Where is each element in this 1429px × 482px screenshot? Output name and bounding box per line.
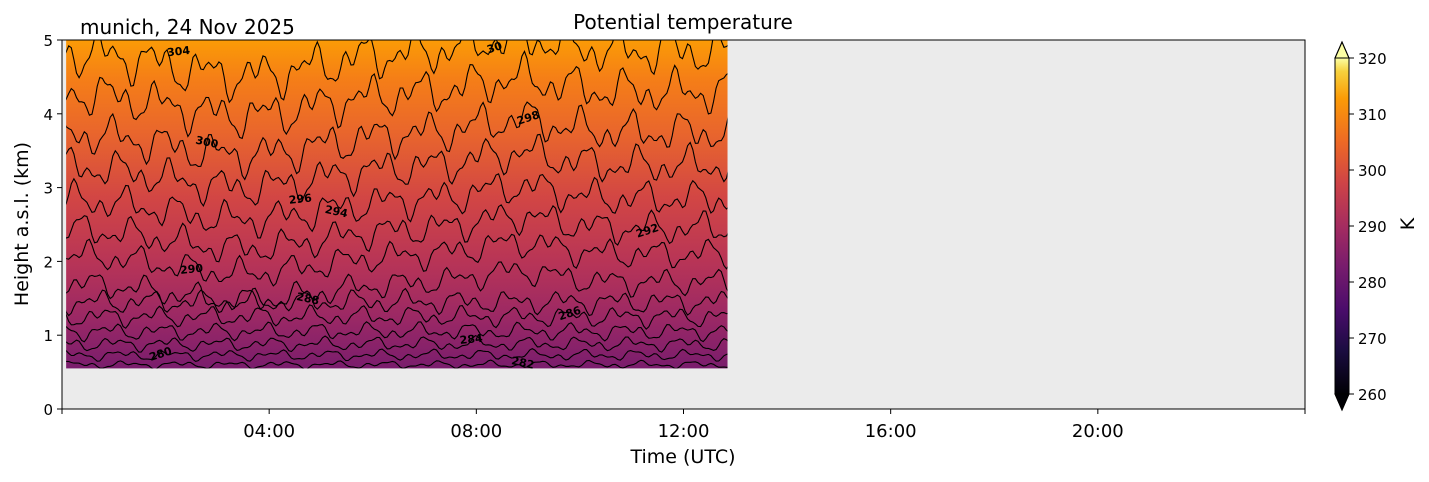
contour-278 bbox=[66, 359, 728, 369]
y-tick-label: 0 bbox=[43, 401, 53, 419]
colorbar-gradient bbox=[1335, 58, 1349, 394]
colorbar-tick-label: 320 bbox=[1358, 50, 1387, 68]
x-axis-label: Time (UTC) bbox=[629, 446, 735, 468]
colorbar-extend-max bbox=[1334, 40, 1350, 59]
colorbar-label: K bbox=[1397, 217, 1419, 230]
contour-lines bbox=[66, 40, 728, 369]
y-tick-label: 2 bbox=[43, 253, 53, 271]
contour-284 bbox=[66, 321, 728, 343]
contour-304 bbox=[66, 40, 728, 104]
contour-label: 284 bbox=[459, 332, 484, 347]
contour-298 bbox=[66, 133, 728, 208]
contour-label: 282 bbox=[510, 354, 535, 371]
contour-288 bbox=[66, 287, 728, 317]
x-axis: 04:00 08:00 12:00 16:00 20:00 bbox=[61, 409, 1306, 442]
y-tick-label: 1 bbox=[43, 327, 53, 345]
contour-294 bbox=[66, 204, 728, 263]
colorbar: 260 270 280 290 300 310 320 K bbox=[1334, 40, 1419, 412]
contour-280 bbox=[66, 347, 728, 363]
x-tick-label: 12:00 bbox=[658, 421, 710, 442]
contour-296 bbox=[66, 173, 728, 239]
colorbar-tick-label: 280 bbox=[1358, 274, 1387, 292]
colorbar-ticks: 260 270 280 290 300 310 320 bbox=[1349, 50, 1387, 404]
y-axis-label: Height a.s.l. (km) bbox=[11, 142, 33, 306]
chart-title: Potential temperature bbox=[573, 10, 793, 34]
colorbar-tick-label: 310 bbox=[1358, 106, 1387, 124]
contour-label: 30 bbox=[485, 39, 504, 56]
contour-292 bbox=[66, 233, 728, 287]
contour-label: 290 bbox=[179, 262, 204, 277]
contour-label: 300 bbox=[194, 134, 220, 152]
potential-temperature-field bbox=[66, 40, 728, 369]
contour-label: 288 bbox=[295, 290, 320, 307]
x-tick-label: 20:00 bbox=[1072, 421, 1124, 442]
colorbar-tick-label: 300 bbox=[1358, 162, 1387, 180]
x-tick-label: 16:00 bbox=[865, 421, 917, 442]
contour-label: 304 bbox=[166, 44, 191, 59]
y-tick-label: 4 bbox=[43, 106, 53, 124]
contour-290 bbox=[66, 261, 728, 311]
colorbar-extend-min bbox=[1334, 393, 1350, 412]
contour-286 bbox=[66, 304, 728, 330]
y-tick-label: 3 bbox=[43, 180, 53, 198]
contour-label: 294 bbox=[324, 203, 350, 221]
colorbar-tick-label: 270 bbox=[1358, 330, 1387, 348]
colorbar-tick-label: 260 bbox=[1358, 386, 1387, 404]
x-tick-label: 08:00 bbox=[450, 421, 502, 442]
colorbar-tick-label: 290 bbox=[1358, 218, 1387, 236]
y-tick-label: 5 bbox=[43, 32, 53, 50]
y-axis: 0 1 2 3 4 5 bbox=[43, 32, 62, 419]
contour-302 bbox=[66, 50, 728, 140]
chart-subtitle: munich, 24 Nov 2025 bbox=[80, 15, 295, 39]
contour-label: 296 bbox=[288, 191, 313, 206]
x-tick-label: 04:00 bbox=[243, 421, 295, 442]
contour-282 bbox=[66, 334, 728, 353]
contour-300 bbox=[66, 101, 728, 181]
